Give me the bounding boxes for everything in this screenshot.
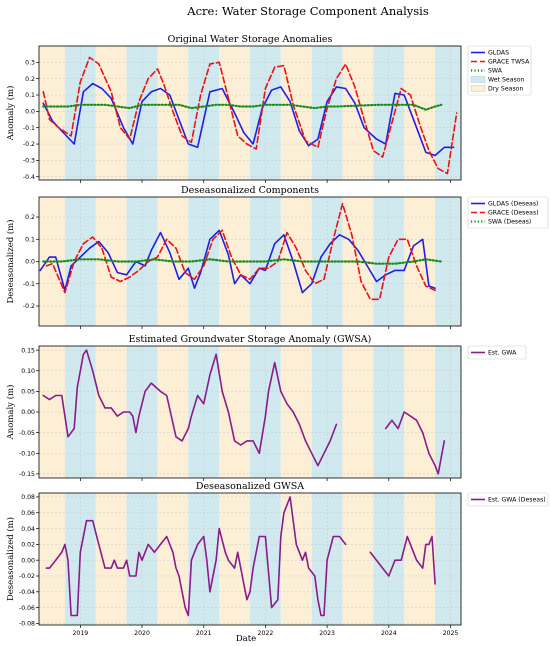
figure-title: Acre: Water Storage Component Analysis [186, 4, 429, 18]
y-tick-label: 0.15 [21, 347, 35, 354]
series-line-1 [39, 229, 436, 294]
x-tick-label: 2025 [443, 630, 459, 637]
panel-4: -0.08 -0.06 -0.04 -0.02 0.00 0.02 0.04 0.06 0.08… [5, 481, 549, 637]
series-line-3 [42, 258, 443, 265]
wet-season-band [250, 46, 281, 180]
panel-title: Deseasonalized GWSA [196, 481, 304, 492]
y-tick-label: -0.2 [23, 141, 35, 148]
legend-swatch [470, 76, 486, 83]
x-tick-label: 2020 [134, 630, 150, 637]
legend-box [467, 492, 549, 507]
y-tick-label: -0.15 [19, 471, 35, 478]
y-tick-label: -0.06 [19, 605, 35, 612]
y-tick-label: -0.4 [23, 174, 35, 181]
legend-label: Est. GWA [488, 350, 517, 357]
y-tick-label: -0.08 [19, 621, 35, 628]
panel-3: -0.15 -0.10 -0.05 0.00 0.05 0.10 0.15 Estimated… [5, 334, 527, 481]
x-tick-label: 2022 [258, 630, 274, 637]
series-line-2 [42, 56, 458, 175]
dry-season-band [39, 46, 65, 180]
legend-label: GLDAS [488, 50, 509, 57]
legend-swatch [470, 85, 486, 92]
legend-label: Dry Season [488, 86, 523, 93]
dry-season-band [95, 493, 127, 625]
y-tick-label: -0.10 [19, 450, 35, 457]
legend-box [467, 345, 527, 360]
series-line-2 [45, 202, 436, 301]
y-tick-label: 0.10 [21, 368, 35, 375]
y-tick-label: 0.00 [21, 409, 35, 416]
y-tick-label: 0.08 [21, 494, 35, 501]
wet-season-band [435, 493, 461, 625]
y-tick-label: 0.02 [21, 542, 35, 549]
panel-title: Deseasonalized Components [181, 185, 319, 196]
panel-title: Original Water Storage Anomalies [168, 34, 333, 45]
y-tick-label: 0.06 [21, 510, 35, 517]
dry-season-band [39, 493, 65, 625]
wet-season-band [188, 46, 220, 180]
panel-2: -0.2 -0.1 0.0 0.1 0.2 Deseasonalized Componen… [5, 185, 549, 329]
legend: Est. GWA (Deseas) [467, 492, 549, 507]
dry-season-band [219, 493, 250, 625]
series-line-3 [42, 103, 443, 111]
y-tick-label: 0.2 [25, 76, 35, 83]
legend-label: GLDAS (Deseas) [488, 201, 538, 208]
y-axis-label: Deseasonalized (m) [5, 517, 16, 601]
series-line-1 [384, 411, 446, 475]
legend: GLDAS GRACE TWSA SWA Wet Season Dry Season [467, 45, 532, 96]
y-tick-label: 0.0 [25, 259, 35, 266]
legend-label: SWA (Deseas) [488, 219, 531, 226]
plot-frame [38, 492, 462, 626]
y-axis-label: Anomaly (m) [5, 86, 16, 142]
series-line-1 [42, 349, 338, 467]
dry-season-band [157, 493, 189, 625]
y-tick-label: 0.00 [21, 557, 35, 564]
x-tick-label: 2021 [196, 630, 212, 637]
panel-title: Estimated Groundwater Storage Anomaly (G… [129, 334, 372, 345]
y-tick-label: -0.05 [19, 430, 35, 437]
legend-label: SWA [488, 68, 503, 75]
legend: GLDAS (Deseas) GRACE (Deseas) SWA (Deseas) [467, 196, 549, 229]
plot-frame [38, 45, 462, 181]
legend-box [467, 45, 532, 96]
x-tick-label: 2023 [319, 630, 335, 637]
dry-season-band [404, 46, 436, 180]
x-axis-label: Date [236, 634, 256, 644]
legend-label: Wet Season [488, 77, 524, 84]
y-tick-label: 0.04 [21, 526, 35, 533]
dry-season-band [404, 493, 436, 625]
panel-1: -0.4 -0.3 -0.2 -0.1 0.0 0.1 0.2 0.3 Original Wat… [5, 34, 532, 183]
y-tick-label: 0.1 [25, 236, 35, 243]
series-line-1 [45, 496, 347, 617]
x-tick-label: 2024 [381, 630, 397, 637]
y-tick-label: 0.1 [25, 92, 35, 99]
y-tick-label: -0.1 [23, 281, 35, 288]
y-tick-label: 0.05 [21, 389, 35, 396]
y-tick-label: -0.02 [19, 573, 35, 580]
legend: Est. GWA [467, 345, 527, 360]
x-tick-label: 2019 [72, 630, 88, 637]
wet-season-band [373, 46, 405, 180]
dry-season-band [342, 493, 374, 625]
wet-season-band [311, 46, 343, 180]
y-tick-label: -0.04 [19, 589, 35, 596]
wet-season-band [126, 46, 158, 180]
y-axis-label: Deseasonalized (m) [5, 219, 16, 303]
y-tick-label: -0.1 [23, 125, 35, 132]
y-axis-label: Anomaly (m) [5, 385, 16, 441]
legend-label: Est. GWA (Deseas) [488, 497, 546, 504]
y-tick-label: 0.3 [25, 60, 35, 67]
y-tick-label: 0.2 [25, 214, 35, 221]
legend-label: GRACE TWSA [488, 59, 530, 66]
y-tick-label: -0.3 [23, 158, 35, 165]
y-tick-label: 0.0 [25, 109, 35, 116]
legend-label: GRACE (Deseas) [488, 210, 539, 217]
series-line-1 [369, 535, 436, 585]
y-tick-label: -0.2 [23, 303, 35, 310]
legend-box [467, 196, 549, 229]
